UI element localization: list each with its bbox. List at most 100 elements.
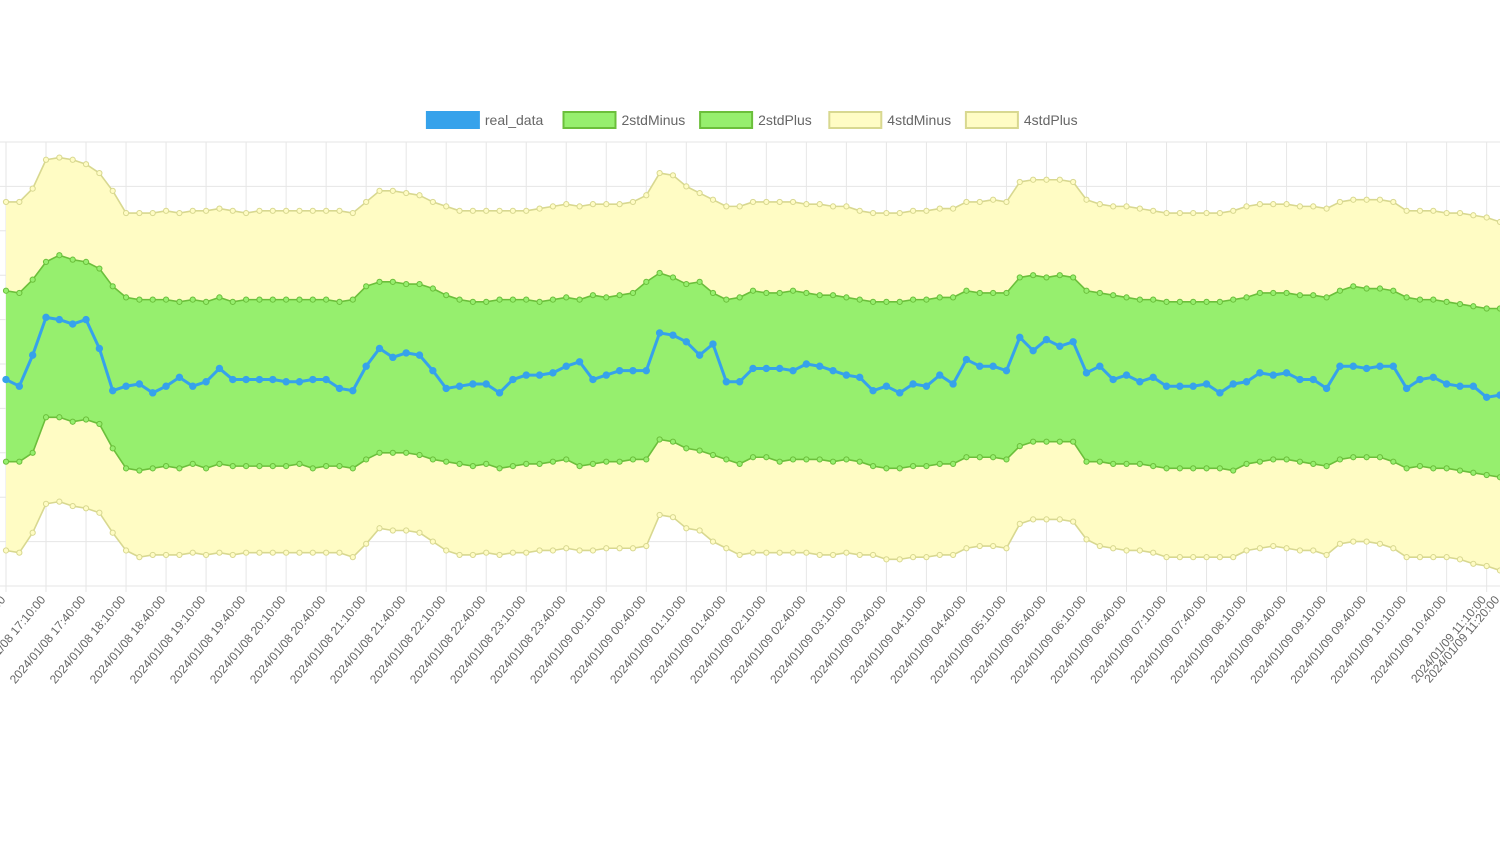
data-point-4stdPlus[interactable] (829, 203, 837, 210)
data-point-real_data[interactable] (295, 378, 304, 386)
data-point-4stdPlus[interactable] (389, 187, 396, 194)
data-point-4stdPlus[interactable] (1270, 201, 1277, 208)
data-point-real_data[interactable] (909, 380, 917, 388)
data-point-2stdPlus[interactable] (496, 296, 503, 303)
data-point-2stdMinus[interactable] (1256, 458, 1263, 465)
data-point-2stdMinus[interactable] (1270, 456, 1277, 463)
data-point-2stdPlus[interactable] (1470, 303, 1477, 310)
data-point-4stdPlus[interactable] (269, 207, 276, 214)
data-point-2stdMinus[interactable] (1083, 458, 1090, 465)
data-point-4stdPlus[interactable] (1416, 207, 1424, 214)
data-point-real_data[interactable] (589, 375, 597, 384)
data-point-2stdPlus[interactable] (1283, 289, 1290, 297)
data-point-4stdPlus[interactable] (1123, 203, 1130, 210)
data-point-2stdPlus[interactable] (643, 278, 650, 285)
data-point-4stdPlus[interactable] (589, 201, 597, 208)
data-point-4stdPlus[interactable] (16, 198, 23, 206)
data-point-real_data[interactable] (282, 378, 290, 386)
data-point-real_data[interactable] (1389, 362, 1397, 370)
data-point-2stdPlus[interactable] (696, 278, 703, 285)
data-point-2stdPlus[interactable] (216, 294, 223, 301)
data-point-2stdMinus[interactable] (589, 460, 597, 467)
data-point-2stdMinus[interactable] (202, 465, 210, 472)
data-point-4stdMinus[interactable] (869, 551, 877, 559)
data-point-2stdPlus[interactable] (56, 252, 63, 259)
data-point-2stdMinus[interactable] (683, 445, 690, 452)
data-point-2stdPlus[interactable] (990, 289, 997, 297)
data-point-4stdMinus[interactable] (483, 549, 490, 556)
data-point-real_data[interactable] (229, 375, 237, 384)
data-point-4stdMinus[interactable] (963, 545, 970, 552)
data-point-4stdPlus[interactable] (1323, 205, 1330, 212)
data-point-4stdMinus[interactable] (1363, 538, 1370, 545)
data-point-2stdMinus[interactable] (736, 460, 743, 467)
data-point-2stdPlus[interactable] (736, 294, 743, 301)
data-point-2stdMinus[interactable] (429, 456, 436, 463)
data-point-2stdPlus[interactable] (1416, 296, 1424, 303)
data-point-2stdPlus[interactable] (82, 258, 90, 265)
data-point-4stdPlus[interactable] (1376, 196, 1384, 203)
data-point-4stdPlus[interactable] (323, 207, 330, 214)
data-point-4stdPlus[interactable] (1363, 196, 1370, 203)
data-point-4stdMinus[interactable] (269, 549, 276, 556)
data-point-4stdMinus[interactable] (416, 529, 423, 536)
data-point-2stdMinus[interactable] (122, 465, 130, 472)
data-point-4stdPlus[interactable] (29, 185, 36, 192)
data-point-real_data[interactable] (1469, 382, 1478, 390)
data-point-4stdMinus[interactable] (763, 549, 770, 556)
data-point-2stdMinus[interactable] (789, 456, 797, 463)
data-point-4stdPlus[interactable] (1430, 207, 1437, 214)
data-point-4stdMinus[interactable] (1056, 516, 1063, 523)
data-point-real_data[interactable] (575, 358, 584, 366)
data-point-real_data[interactable] (95, 344, 104, 353)
data-point-2stdPlus[interactable] (323, 296, 330, 303)
data-point-real_data[interactable] (775, 364, 784, 373)
data-point-4stdMinus[interactable] (1270, 542, 1277, 550)
data-point-real_data[interactable] (1376, 362, 1384, 370)
data-point-2stdMinus[interactable] (949, 460, 957, 467)
data-point-2stdPlus[interactable] (723, 296, 730, 303)
data-point-4stdMinus[interactable] (1110, 545, 1117, 552)
data-point-4stdMinus[interactable] (629, 545, 637, 552)
data-point-2stdMinus[interactable] (749, 454, 757, 461)
data-point-real_data[interactable] (429, 366, 437, 375)
data-point-4stdMinus[interactable] (1016, 520, 1023, 527)
data-point-2stdMinus[interactable] (723, 456, 730, 463)
data-point-4stdPlus[interactable] (683, 183, 690, 190)
data-point-4stdMinus[interactable] (749, 549, 757, 556)
data-point-4stdMinus[interactable] (949, 551, 957, 559)
data-point-2stdPlus[interactable] (1136, 296, 1143, 303)
data-point-4stdMinus[interactable] (1336, 540, 1344, 547)
data-point-4stdPlus[interactable] (563, 201, 570, 208)
data-point-2stdPlus[interactable] (709, 289, 717, 297)
data-point-4stdPlus[interactable] (1350, 196, 1357, 203)
data-point-4stdMinus[interactable] (589, 547, 597, 554)
data-point-2stdPlus[interactable] (1230, 296, 1237, 303)
data-point-4stdPlus[interactable] (69, 156, 76, 163)
data-point-2stdPlus[interactable] (296, 296, 303, 303)
data-point-real_data[interactable] (1029, 346, 1037, 355)
data-point-4stdMinus[interactable] (1456, 556, 1464, 563)
data-point-4stdPlus[interactable] (443, 203, 450, 210)
data-point-2stdPlus[interactable] (829, 292, 837, 299)
data-point-4stdMinus[interactable] (202, 551, 210, 559)
data-point-2stdPlus[interactable] (549, 296, 557, 303)
legend-item-4stdPlus[interactable]: 4stdPlus (964, 111, 1078, 129)
data-point-2stdPlus[interactable] (416, 280, 423, 288)
data-point-2stdPlus[interactable] (122, 294, 130, 301)
data-point-4stdMinus[interactable] (349, 554, 356, 561)
data-point-2stdMinus[interactable] (469, 463, 476, 470)
data-point-real_data[interactable] (989, 362, 997, 370)
data-point-4stdMinus[interactable] (1176, 554, 1183, 561)
data-point-4stdMinus[interactable] (469, 551, 476, 559)
data-point-real_data[interactable] (629, 366, 637, 375)
data-point-4stdMinus[interactable] (1376, 540, 1384, 547)
data-point-4stdMinus[interactable] (243, 549, 250, 556)
data-point-4stdMinus[interactable] (1310, 547, 1317, 554)
data-point-4stdPlus[interactable] (202, 207, 210, 214)
data-point-2stdPlus[interactable] (42, 258, 50, 265)
data-point-real_data[interactable] (15, 382, 24, 390)
data-point-4stdMinus[interactable] (1470, 560, 1477, 567)
data-point-4stdMinus[interactable] (136, 554, 143, 561)
data-point-2stdPlus[interactable] (576, 296, 583, 303)
